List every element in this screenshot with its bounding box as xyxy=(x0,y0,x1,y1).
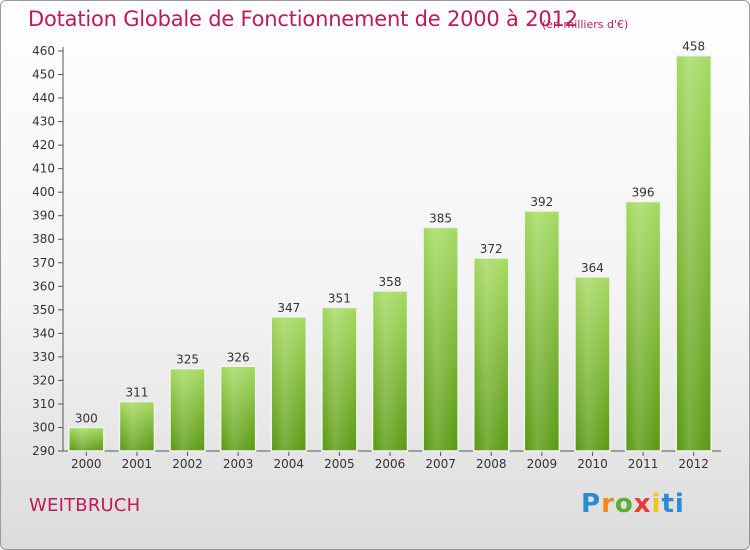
bar-value-label: 351 xyxy=(328,291,351,305)
y-tick-label: 330 xyxy=(32,350,55,364)
axes: 290 300 310 320 330 340 350 360 370 380 390 400 410 4… xyxy=(32,44,721,458)
y-tick-label: 290 xyxy=(32,444,55,458)
bar-value-label: 325 xyxy=(176,353,199,367)
labels: 300 2000 311 2001 325 2002 326 2003 347 2004 351 20… xyxy=(71,40,709,471)
y-tick-label: 360 xyxy=(32,279,55,293)
x-tick-label: 2007 xyxy=(425,457,456,471)
y-tick-label: 440 xyxy=(32,91,55,105)
x-tick-label: 2011 xyxy=(628,457,659,471)
bar-highlight xyxy=(374,292,406,450)
x-tick-label: 2006 xyxy=(375,457,406,471)
y-tick-label: 300 xyxy=(32,420,55,434)
bar-highlight xyxy=(222,367,254,450)
y-tick-label: 460 xyxy=(32,44,55,58)
bar-highlight xyxy=(475,259,507,450)
bar-highlight xyxy=(70,428,102,450)
x-tick-label: 2003 xyxy=(223,457,254,471)
bar-highlight xyxy=(678,56,710,451)
y-tick-label: 430 xyxy=(32,115,55,129)
x-tick-label: 2012 xyxy=(678,457,709,471)
proxiti-logo: Proxiti xyxy=(581,489,685,519)
y-tick-label: 340 xyxy=(32,326,55,340)
bar-highlight xyxy=(526,212,558,450)
x-tick-label: 2004 xyxy=(273,457,304,471)
bar-highlight xyxy=(323,308,355,450)
bar-highlight xyxy=(172,369,204,450)
bar-value-label: 392 xyxy=(530,195,553,209)
bar-value-label: 396 xyxy=(632,186,655,200)
chart-unit: (en milliers d'€) xyxy=(542,18,629,31)
bar-value-label: 358 xyxy=(379,275,402,289)
bar-highlight xyxy=(273,317,305,450)
bar-value-label: 458 xyxy=(682,40,705,54)
bar-highlight xyxy=(425,228,457,450)
y-tick-label: 450 xyxy=(32,68,55,82)
x-tick-label: 2009 xyxy=(527,457,558,471)
bar-highlight xyxy=(121,402,153,450)
y-tick-label: 380 xyxy=(32,232,55,246)
bar-value-label: 326 xyxy=(227,350,250,364)
bars xyxy=(68,54,712,452)
chart-title: Dotation Globale de Fonctionnement de 20… xyxy=(28,7,578,31)
y-tick-label: 370 xyxy=(32,256,55,270)
y-tick-label: 320 xyxy=(32,373,55,387)
x-tick-label: 2000 xyxy=(71,457,102,471)
bar-highlight xyxy=(576,277,608,450)
y-tick-label: 420 xyxy=(32,138,55,152)
y-tick-label: 390 xyxy=(32,209,55,223)
x-tick-label: 2010 xyxy=(577,457,608,471)
y-tick-label: 310 xyxy=(32,397,55,411)
bar-value-label: 385 xyxy=(429,211,452,225)
bar-value-label: 347 xyxy=(277,301,300,315)
x-tick-label: 2005 xyxy=(324,457,355,471)
y-tick-label: 350 xyxy=(32,303,55,317)
bar-highlight xyxy=(627,202,659,450)
bar-value-label: 311 xyxy=(125,386,148,400)
x-tick-label: 2002 xyxy=(172,457,203,471)
bar-value-label: 364 xyxy=(581,261,604,275)
y-tick-label: 410 xyxy=(32,162,55,176)
y-tick-label: 400 xyxy=(32,185,55,199)
bar-value-label: 300 xyxy=(75,411,98,425)
bar-value-label: 372 xyxy=(480,242,503,256)
x-tick-label: 2001 xyxy=(122,457,153,471)
commune-name: WEITBRUCH xyxy=(29,495,141,516)
x-tick-label: 2008 xyxy=(476,457,507,471)
